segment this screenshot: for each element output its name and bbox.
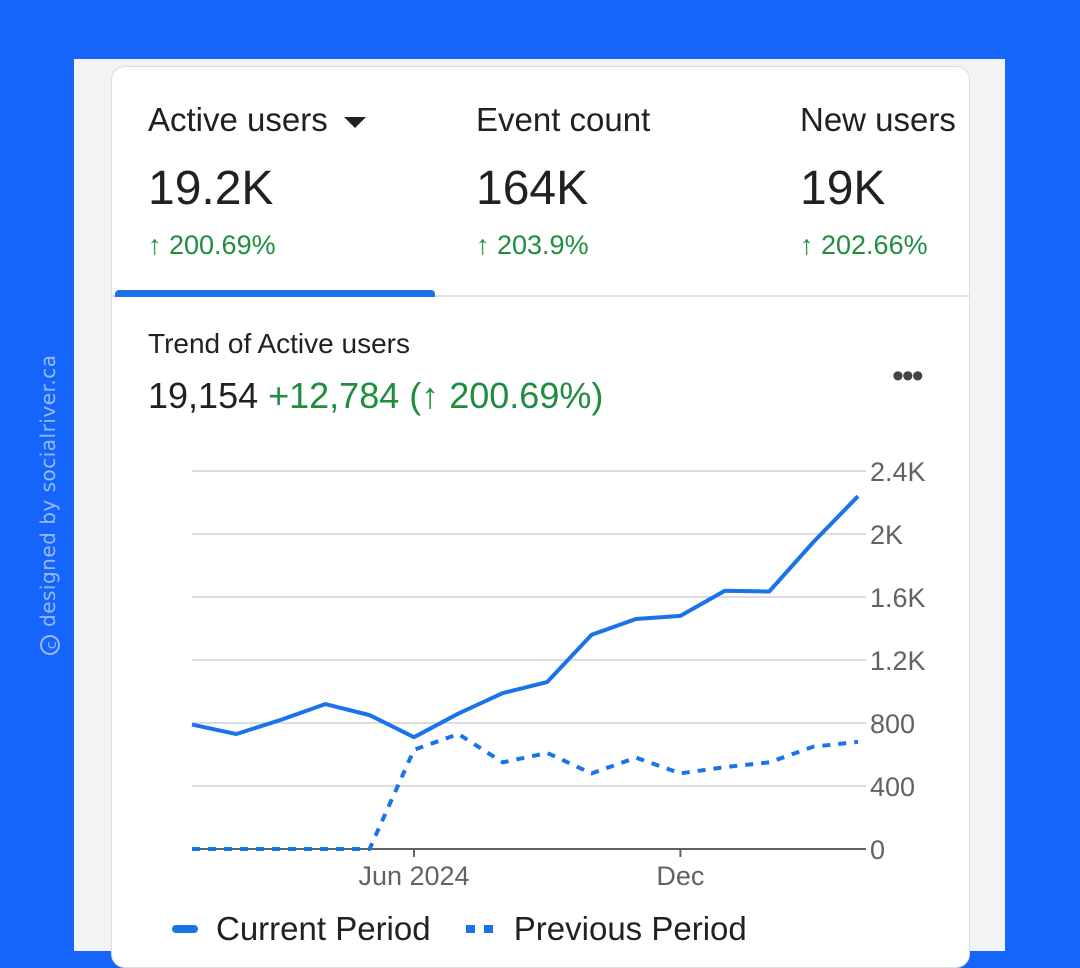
tab-title: Active users [148, 101, 366, 139]
chart-legend: Current Period Previous Period [172, 903, 773, 948]
solid-line-icon [172, 925, 198, 933]
y-tick-label: 2K [870, 520, 903, 550]
dotted-line-icon [465, 925, 496, 933]
y-tick-label: 400 [870, 772, 915, 802]
watermark-text: designed by socialriver.ca [36, 354, 60, 627]
x-tick-label: Jun 2024 [358, 861, 469, 891]
legend-label: Current Period [216, 910, 431, 947]
tab-title: Event count [476, 101, 651, 138]
trend-summary: 19,154 +12,784 (↑ 200.69%) [148, 375, 603, 417]
legend-label: Previous Period [513, 910, 747, 947]
more-options-icon[interactable]: ••• [892, 357, 924, 395]
tab-change: ↑ 203.9% [476, 230, 589, 260]
trend-chart: 0 400 800 1.2K 1.6K 2K 2.4K Jun 2024 Dec [191, 457, 926, 891]
tab-title: New users [800, 101, 956, 138]
watermark: c designed by socialriver.ca [36, 354, 60, 655]
tab-change: ↑ 202.66% [800, 230, 928, 260]
tab-active-users[interactable]: Active users 19.2K ↑ 200.69% [148, 101, 366, 261]
caret-down-icon[interactable] [343, 116, 366, 128]
y-tick-label: 1.2K [870, 646, 926, 676]
analytics-card: Active users 19.2K ↑ 200.69% Event count… [111, 66, 970, 968]
legend-item-previous[interactable]: Previous Period [465, 910, 747, 948]
y-tick-label: 0 [870, 835, 885, 865]
y-tick-label: 800 [870, 709, 915, 739]
y-tick-label: 1.6K [870, 583, 926, 613]
active-tab-indicator [115, 290, 435, 297]
trend-delta: +12,784 (↑ 200.69%) [268, 375, 604, 416]
tab-value: 164K [476, 162, 589, 215]
tab-new-users[interactable]: New users 19K ↑ 202.66% [800, 101, 956, 261]
copyright-icon: c [39, 635, 60, 655]
tab-value: 19K [800, 162, 886, 215]
series-line-previous-period [192, 732, 859, 851]
series-line-current-period [191, 494, 860, 740]
y-tick-label: 2.4K [870, 457, 926, 487]
trend-title: Trend of Active users [148, 328, 410, 359]
trend-total: 19,154 [148, 375, 259, 416]
x-tick-label: Dec [656, 861, 704, 891]
tab-event-count[interactable]: Event count 164K ↑ 203.9% [476, 101, 650, 261]
legend-item-current[interactable]: Current Period [172, 910, 431, 948]
tab-value: 19.2K [148, 162, 274, 215]
tab-title-label: Active users [148, 101, 328, 138]
tab-change: ↑ 200.69% [148, 230, 276, 260]
metric-tabs: Active users 19.2K ↑ 200.69% Event count… [112, 67, 969, 297]
